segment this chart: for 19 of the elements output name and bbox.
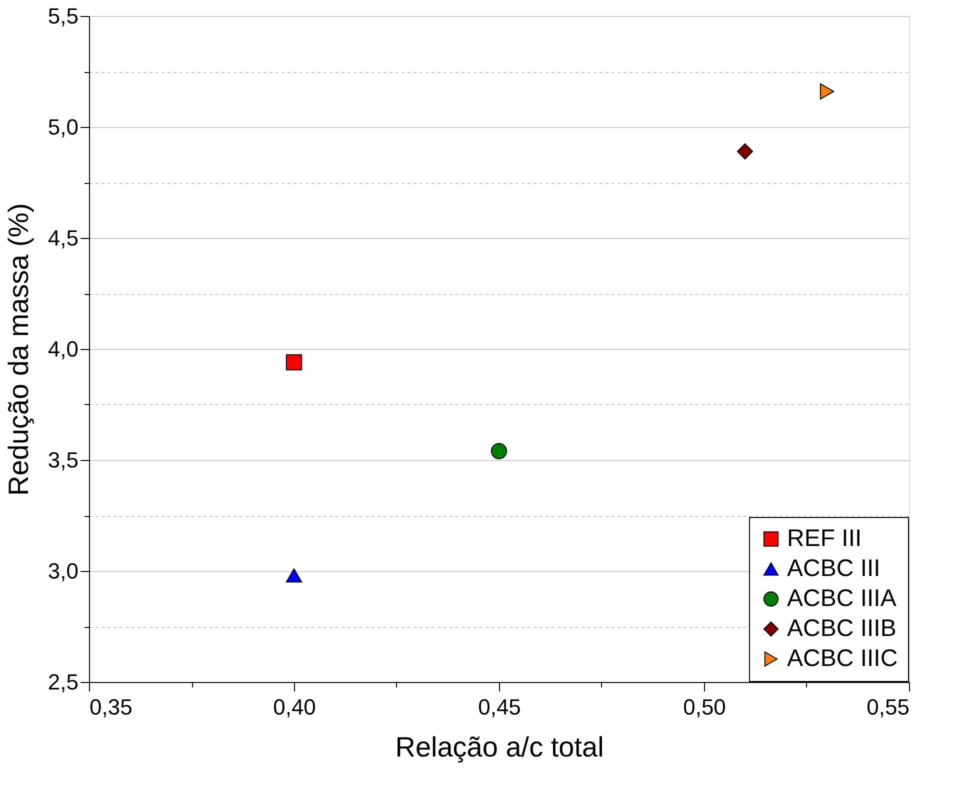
y-tick-label: 4,0 [48,336,78,362]
y-tick-label: 4,5 [48,226,78,250]
y-tick-label: 5,5 [48,4,78,28]
x-axis-title: Relação a/c total [395,732,604,762]
x-tick-label: 0,45 [478,694,521,720]
y-tick-label: 2,5 [48,670,78,694]
legend-label: ACBC IIIB [787,615,896,642]
legend-label: ACBC III [787,555,880,582]
legend-label: ACBC IIIA [787,585,896,612]
x-tick-label: 0,55 [866,694,910,720]
y-tick-label: 3,5 [48,448,78,472]
y-tick-label: 3,0 [48,558,78,584]
y-tick-label: 5,0 [48,114,78,140]
legend-label: ACBC IIIC [787,645,898,672]
y-axis-title: Redução da massa (%) [2,203,34,496]
x-tick-label: 0,40 [273,694,316,720]
x-tick-label: 0,35 [90,694,132,720]
legend-label: REF III [787,525,862,552]
x-tick-label: 0,50 [683,694,726,720]
